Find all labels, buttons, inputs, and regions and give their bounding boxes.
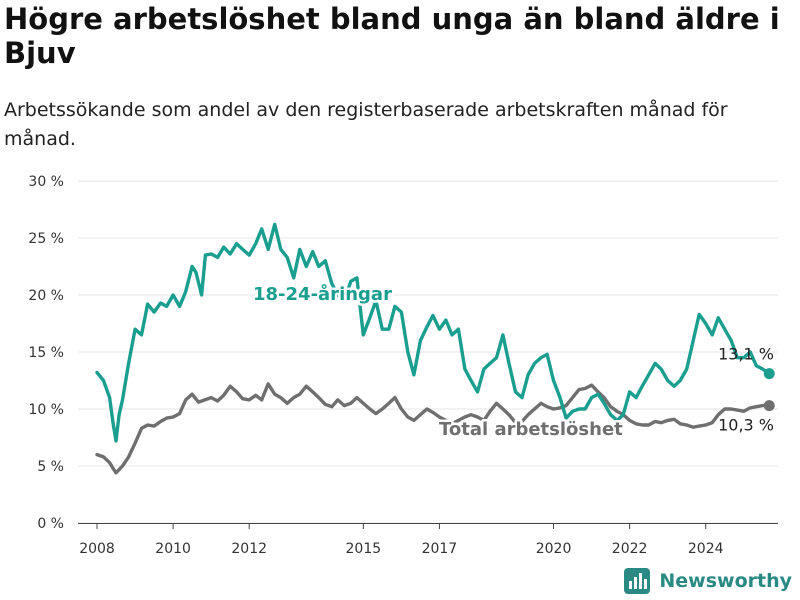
x-tick-label: 2012	[231, 541, 267, 557]
y-tick-label: 10 %	[28, 402, 64, 418]
x-tick-label: 2022	[612, 541, 648, 557]
youth-series-label: 18-24-åringar	[253, 283, 392, 305]
x-axis: 2008 2010 2012 2015 2017 2020 2022 2024	[78, 523, 778, 557]
chart-subtitle: Arbetssökande som andel av den registerb…	[4, 99, 728, 150]
youth-end-value-label: 13,1 %	[718, 345, 774, 364]
y-tick-label: 30 %	[28, 174, 64, 190]
youth-unemployment-line	[95, 222, 771, 443]
brand-logo: Newsworthy	[623, 567, 792, 595]
newsworthy-logo-icon	[624, 568, 651, 594]
x-tick-label: 2020	[536, 541, 572, 557]
youth-series-label-halo: 18-24-åringar	[253, 283, 392, 305]
y-tick-label: 15 %	[28, 345, 64, 361]
total-series-label: Total arbetslöshet	[439, 419, 623, 440]
y-tick-label: 20 %	[28, 288, 64, 304]
x-tick-label: 2015	[346, 541, 382, 557]
gridlines: 0 % 5 % 10 % 15 % 20 % 25 % 30 %	[28, 174, 778, 532]
x-tick-label: 2017	[422, 541, 458, 557]
x-tick-label: 2008	[79, 541, 115, 557]
series-layer	[95, 222, 775, 475]
y-tick-label: 25 %	[28, 231, 64, 247]
x-tick-label: 2010	[155, 541, 191, 557]
y-tick-label: 5 %	[37, 459, 64, 475]
y-tick-label: 0 %	[37, 516, 64, 532]
chart-title: Högre arbetslöshet bland unga än bland ä…	[4, 2, 780, 70]
total-unemployment-line	[95, 382, 771, 475]
brand-name: Newsworthy	[659, 570, 792, 592]
x-tick-label: 2024	[688, 541, 724, 557]
total-unemployment-end-dot	[763, 400, 775, 412]
youth-unemployment-end-dot	[763, 368, 775, 380]
total-series-label-halo: Total arbetslöshet	[439, 419, 623, 440]
total-end-value-label: 10,3 %	[718, 416, 774, 435]
